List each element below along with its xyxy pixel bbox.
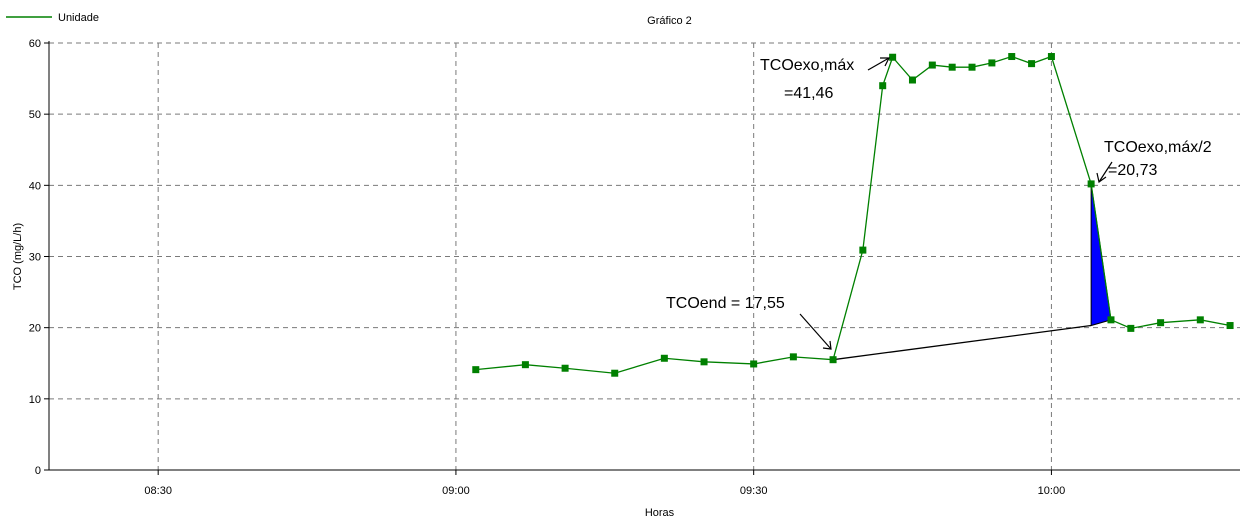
data-point [859, 246, 867, 254]
annotation-arrow-end [799, 313, 832, 350]
data-point [611, 369, 619, 377]
y-tick-label: 20 [29, 323, 41, 335]
y-tick-label: 50 [29, 109, 41, 121]
data-point [1226, 322, 1234, 330]
data-point [1127, 324, 1135, 332]
y-tick-label: 30 [29, 252, 41, 264]
data-point [889, 53, 897, 61]
data-point [521, 361, 529, 369]
data-point [472, 366, 480, 374]
data-point [948, 63, 956, 71]
annotation-exo-max-line2: =41,46 [784, 85, 833, 102]
annotation-end: TCOend = 17,55 [666, 295, 785, 312]
chart-title: Gráfico 2 [647, 15, 692, 27]
y-tick-label: 40 [29, 180, 41, 192]
data-point [1008, 53, 1016, 61]
y-tick-label: 10 [29, 394, 41, 406]
x-tick-label: 09:30 [740, 485, 768, 497]
data-point [908, 76, 916, 84]
data-point [928, 61, 936, 69]
x-tick-label: 09:00 [442, 485, 470, 497]
data-point [700, 358, 708, 366]
x-axis-title: Horas [645, 507, 675, 519]
legend-label: Unidade [58, 12, 99, 24]
data-point [660, 354, 668, 362]
x-tick-label: 08:30 [144, 485, 172, 497]
annotation-arrow-exo-half [1098, 161, 1113, 183]
data-point [789, 353, 797, 361]
y-tick-label: 0 [35, 465, 41, 477]
data-point [829, 356, 837, 364]
annotation-arrowhead-end [822, 340, 832, 350]
x-tick-label: 10:00 [1038, 485, 1066, 497]
annotation-exo-half-line2: =20,73 [1108, 162, 1157, 179]
data-point [988, 59, 996, 67]
data-point [1196, 316, 1204, 324]
data-point [1087, 180, 1095, 188]
annotation-arrowhead-exo-half [1096, 172, 1107, 184]
annotation-exo-max-line1: TCOexo,máx [760, 57, 854, 74]
annotation-arrow-exo-max [867, 57, 890, 71]
data-point [1107, 316, 1115, 324]
data-point [1157, 319, 1165, 327]
data-point [1047, 53, 1055, 61]
y-axis-title: TCO (mg/L/h) [12, 223, 24, 290]
data-point [879, 82, 887, 90]
data-point [1028, 60, 1036, 68]
y-tick-label: 60 [29, 38, 41, 50]
series-line-unidade [475, 55, 1231, 374]
baseline-line [832, 324, 1092, 361]
annotation-arrowhead-exo-max [880, 57, 890, 67]
data-point [561, 364, 569, 372]
data-point [750, 360, 758, 368]
data-point [968, 63, 976, 71]
annotation-exo-half-line1: TCOexo,máx/2 [1104, 139, 1212, 156]
